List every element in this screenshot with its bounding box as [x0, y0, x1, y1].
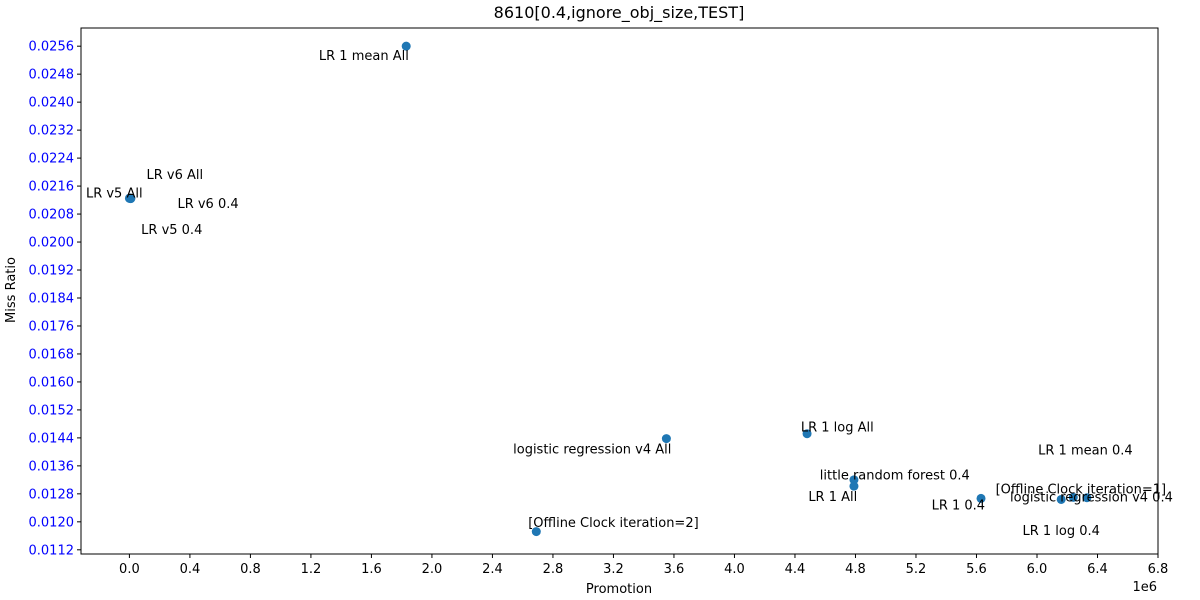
y-tick-label: 0.0224 [29, 152, 75, 167]
x-tick-label: 6.4 [1087, 562, 1108, 577]
point-annotation: LR 1 log All [801, 420, 874, 435]
point-annotation: LR v5 All [86, 187, 143, 202]
point-annotation: logistic regression v4 All [513, 442, 671, 457]
data-point [1056, 494, 1066, 504]
x-tick-label: 2.8 [543, 562, 564, 577]
y-tick-label: 0.0192 [29, 264, 75, 279]
data-point [802, 429, 812, 439]
y-tick-label: 0.0152 [29, 403, 75, 418]
x-tick-label: 0.8 [240, 562, 261, 577]
data-point [126, 193, 136, 203]
y-tick-label: 0.0184 [29, 291, 75, 306]
plot-frame [80, 27, 1159, 555]
x-axis: 0.0 0.4 0.8 1.2 1.6 2.0 2.4 2.8 3.2 3.6 4.0 4.4 4.8 5… [119, 554, 1168, 577]
data-points [124, 41, 1092, 537]
data-point [531, 527, 541, 537]
point-annotation: logistic regression v4 0.4 [1010, 491, 1173, 506]
data-point [661, 434, 671, 444]
x-tick-label: 5.2 [906, 562, 927, 577]
y-axis: 0.0112 0.0120 0.0128 0.0136 0.0144 0.0152 0.01… [29, 40, 81, 558]
chart-title: 8610[0.4,ignore_obj_size,TEST] [494, 3, 745, 23]
point-annotation: little random forest 0.4 [820, 469, 970, 484]
x-axis-offset-label: 1e6 [1132, 580, 1157, 595]
x-tick-label: 2.0 [422, 562, 443, 577]
y-tick-label: 0.0128 [29, 487, 75, 502]
y-tick-label: 0.0168 [29, 347, 75, 362]
x-tick-label: 6.8 [1148, 562, 1169, 577]
x-tick-label: 6.0 [1027, 562, 1048, 577]
point-annotation: LR 1 mean 0.4 [1038, 443, 1133, 458]
y-tick-label: 0.0112 [29, 543, 75, 558]
point-annotation: LR 1 mean All [319, 49, 409, 64]
point-annotation: LR v5 0.4 [141, 223, 202, 238]
data-point [1082, 493, 1092, 503]
plot-area [80, 27, 1159, 555]
x-tick-label: 3.2 [603, 562, 624, 577]
point-annotation: LR 1 log 0.4 [1022, 524, 1099, 539]
x-tick-label: 4.8 [845, 562, 866, 577]
point-annotation: [Offline Clock iteration=1] [996, 483, 1166, 498]
y-tick-label: 0.0200 [29, 236, 75, 251]
y-tick-label: 0.0248 [29, 68, 75, 83]
x-tick-label: 5.6 [966, 562, 987, 577]
point-annotation: LR 1 0.4 [932, 499, 986, 514]
data-point [976, 493, 986, 503]
y-tick-label: 0.0240 [29, 96, 75, 111]
point-annotation: LR 1 All [808, 490, 857, 505]
x-tick-label: 2.4 [482, 562, 503, 577]
y-tick-label: 0.0256 [29, 40, 75, 55]
y-tick-label: 0.0144 [29, 431, 75, 446]
x-tick-label: 0.4 [180, 562, 201, 577]
x-tick-label: 3.6 [664, 562, 685, 577]
data-point [849, 475, 859, 485]
data-point [1068, 492, 1078, 502]
y-tick-label: 0.0176 [29, 319, 75, 334]
x-tick-label: 1.6 [361, 562, 382, 577]
point-annotation: LR v6 All [146, 168, 203, 183]
x-tick-label: 4.4 [785, 562, 806, 577]
x-tick-label: 1.2 [301, 562, 322, 577]
y-tick-label: 0.0120 [29, 515, 75, 530]
x-axis-label: Promotion [586, 582, 652, 597]
x-tick-label: 4.0 [724, 562, 745, 577]
y-tick-label: 0.0216 [29, 180, 75, 195]
y-tick-label: 0.0136 [29, 459, 75, 474]
y-axis-label: Miss Ratio [4, 257, 19, 323]
point-annotation: LR v6 0.4 [177, 197, 238, 212]
y-tick-label: 0.0232 [29, 124, 75, 139]
point-annotation: [Offline Clock iteration=2] [528, 516, 698, 531]
y-tick-label: 0.0208 [29, 208, 75, 223]
data-point [401, 41, 411, 51]
data-point [849, 481, 859, 491]
x-tick-label: 0.0 [119, 562, 140, 577]
y-tick-label: 0.0160 [29, 375, 75, 390]
